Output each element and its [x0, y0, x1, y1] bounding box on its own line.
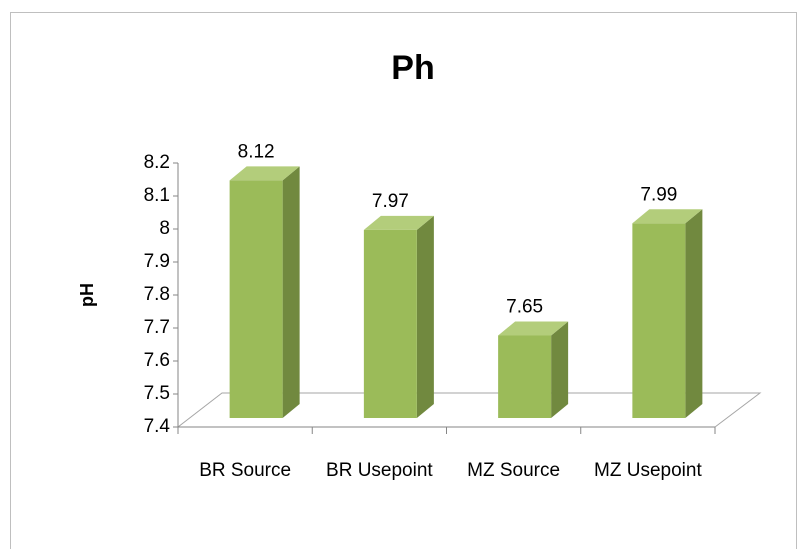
bar-side — [685, 209, 703, 418]
bar-top — [229, 166, 300, 181]
bar-top — [498, 321, 569, 336]
chart-title: Ph — [391, 49, 434, 87]
bar-side — [282, 166, 300, 418]
value-label: 7.65 — [506, 297, 543, 318]
x-tick-label: MZ Usepoint — [594, 460, 702, 481]
bar — [632, 223, 686, 418]
bar-side — [551, 321, 569, 418]
y-tick-label: 8.1 — [144, 185, 170, 206]
y-tick-label: 7.5 — [144, 383, 170, 404]
bar — [363, 229, 417, 418]
y-tick-label: 7.7 — [144, 317, 170, 338]
bar-side — [416, 215, 434, 418]
y-tick-label: 8 — [159, 218, 170, 239]
value-label: 8.12 — [238, 141, 275, 162]
value-label: 7.99 — [640, 184, 677, 205]
y-tick-label: 7.8 — [144, 284, 170, 305]
y-tick-label: 8.2 — [144, 152, 170, 173]
x-tick-label: BR Source — [199, 460, 291, 481]
value-label: 7.97 — [372, 191, 409, 212]
bar-top — [632, 209, 703, 224]
bar — [229, 180, 283, 418]
bar-top — [363, 215, 434, 230]
y-tick-label: 7.6 — [144, 350, 170, 371]
y-tick-label: 7.9 — [144, 251, 170, 272]
bar — [498, 335, 552, 418]
x-tick-label: BR Usepoint — [326, 460, 433, 481]
y-tick-label: 7.4 — [144, 416, 171, 437]
y-axis-label: pH — [77, 283, 97, 307]
x-tick-label: MZ Source — [467, 460, 560, 481]
